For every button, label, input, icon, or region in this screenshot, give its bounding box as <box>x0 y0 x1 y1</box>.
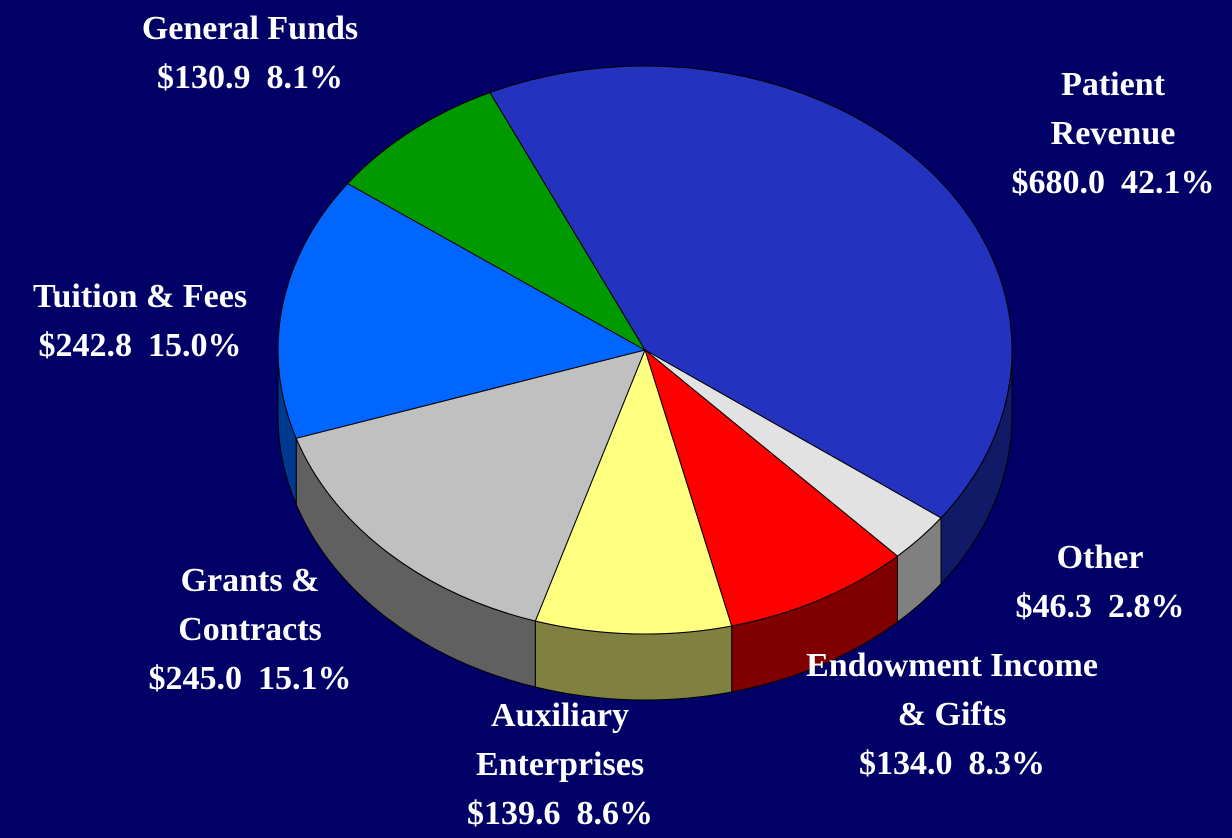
value-line: $139.6 8.6% <box>430 789 690 838</box>
category-name: Auxiliary Enterprises <box>475 697 645 783</box>
value-label: $680.0 <box>1011 164 1106 201</box>
slice <box>644 348 899 627</box>
pie-sides <box>277 349 1013 701</box>
category-name: Patient Revenue <box>1050 66 1176 152</box>
value-line: $245.0 15.1% <box>140 654 360 703</box>
category-name: Tuition & Fees <box>32 278 248 315</box>
slice <box>295 349 646 622</box>
category-name: General Funds <box>141 10 359 47</box>
slice <box>489 65 1013 519</box>
share-label: 8.1% <box>266 59 344 96</box>
slice-label: Tuition & Fees $242.8 15.0% <box>0 272 340 370</box>
share-label: 15.0% <box>148 327 242 364</box>
share-label: 15.1% <box>258 660 352 697</box>
slice-label: Grants & Contracts $245.0 15.1% <box>140 556 360 703</box>
slice <box>346 91 647 352</box>
slice <box>534 348 733 635</box>
category-name: Endowment Income & Gifts <box>806 647 1098 733</box>
value-line: $134.0 8.3% <box>802 739 1102 788</box>
value-label: $245.0 <box>148 660 243 697</box>
value-label: $242.8 <box>38 327 133 364</box>
share-label: 42.1% <box>1121 164 1215 201</box>
slice-label: Endowment Income & Gifts $134.0 8.3% <box>802 641 1102 788</box>
value-line: $680.0 42.1% <box>1012 158 1215 207</box>
slice-label: General Funds $130.9 8.1% <box>50 4 450 102</box>
value-label: $139.6 <box>467 795 561 832</box>
share-label: 8.6% <box>576 795 654 832</box>
share-label: 8.3% <box>968 745 1046 782</box>
pie-tops <box>277 65 1013 635</box>
category-name: Other <box>1056 539 1144 576</box>
slice-label: Patient Revenue $680.0 42.1% <box>1012 60 1215 207</box>
share-label: 2.8% <box>1108 588 1185 625</box>
value-label: $134.0 <box>859 745 953 782</box>
value-line: $46.3 2.8% <box>1000 582 1200 631</box>
value-line: $242.8 15.0% <box>0 321 340 370</box>
slice <box>277 182 647 439</box>
value-line: $130.9 8.1% <box>50 53 450 102</box>
slice-label: Auxiliary Enterprises $139.6 8.6% <box>430 691 690 838</box>
slice-label: Other $46.3 2.8% <box>1000 533 1200 631</box>
category-name: Grants & Contracts <box>178 562 322 648</box>
value-label: $130.9 <box>157 59 251 96</box>
value-label: $46.3 <box>1015 588 1093 625</box>
